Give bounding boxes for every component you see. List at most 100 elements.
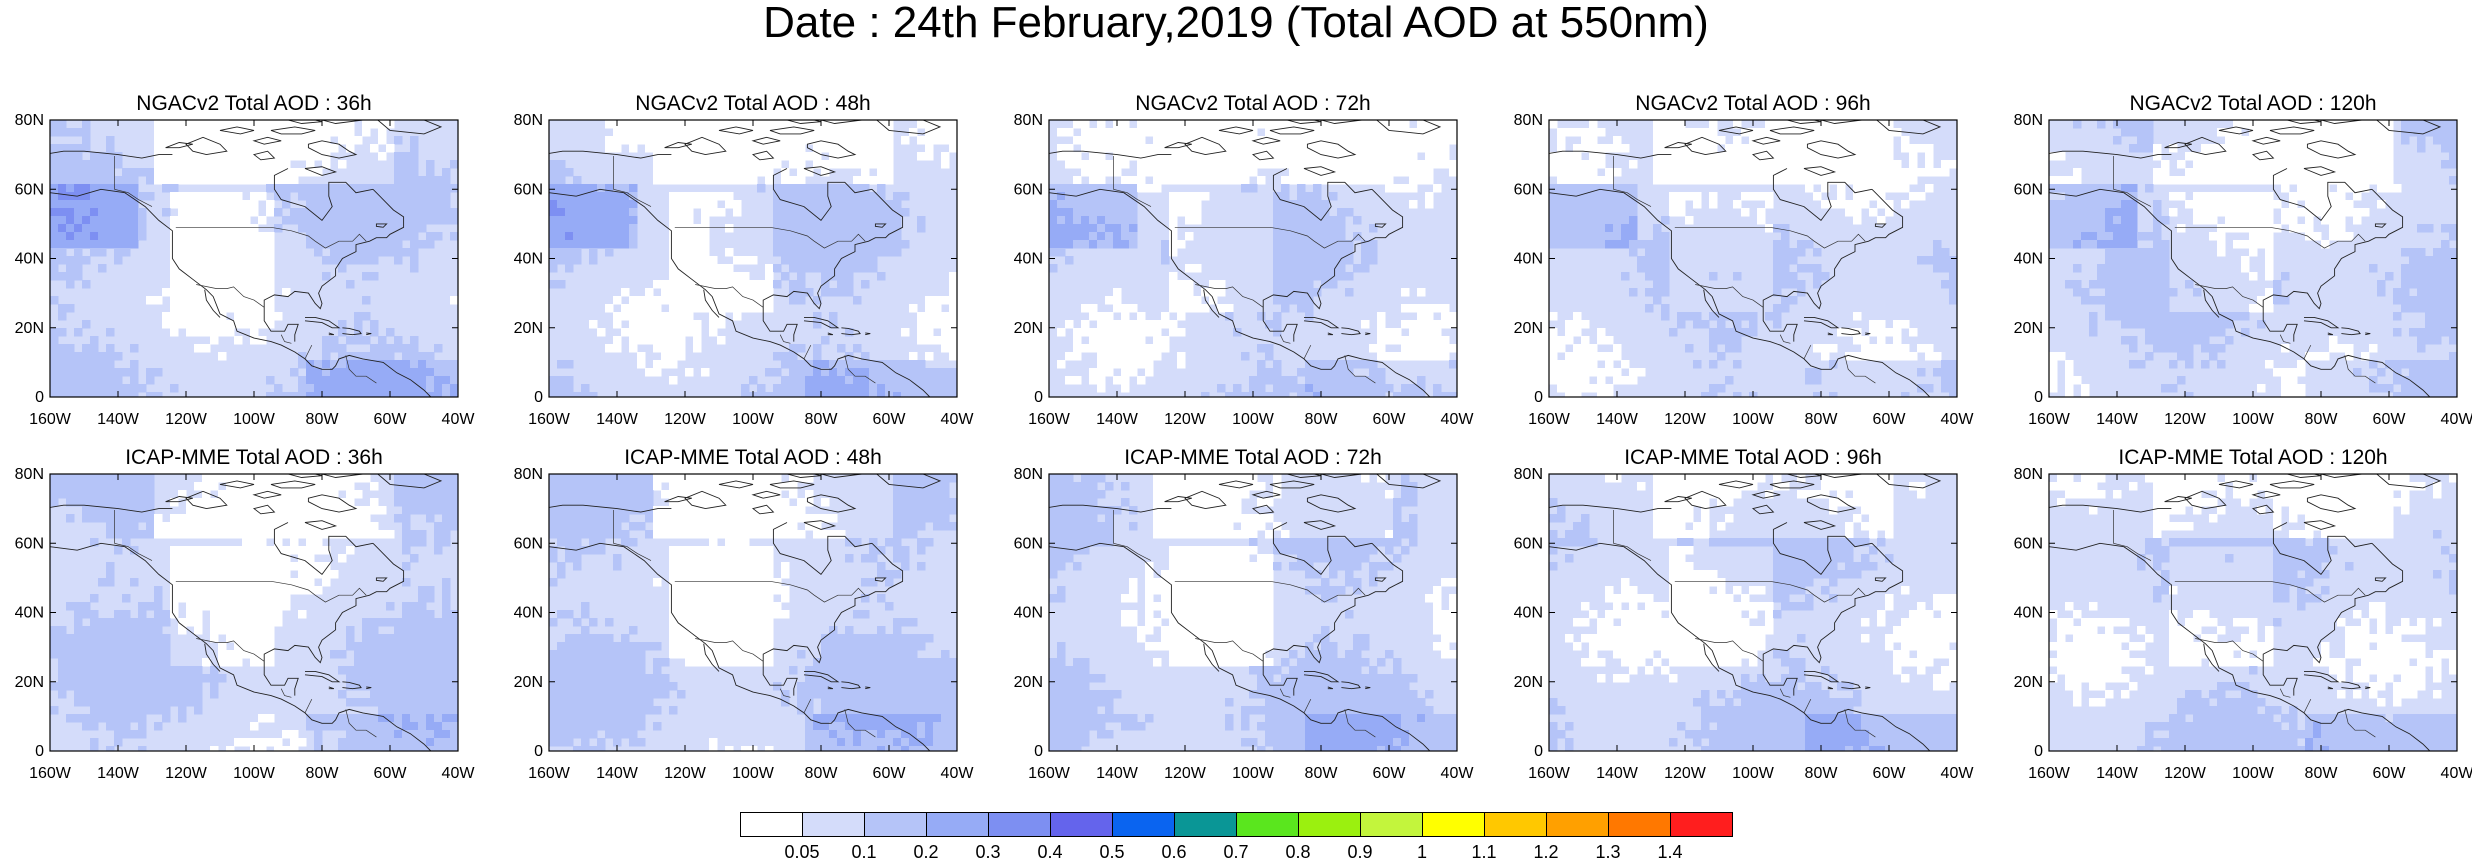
lon-tick-label: 160W — [1028, 765, 1071, 782]
colorbar-label: 1.3 — [1595, 842, 1620, 862]
colorbar-box — [927, 813, 989, 837]
lat-tick-label: 40N — [1014, 251, 1043, 268]
lon-tick-label: 160W — [528, 411, 571, 428]
lon-tick-label: 100W — [1232, 411, 1275, 428]
lon-tick-label: 40W — [1441, 765, 1475, 782]
aod-field — [2049, 120, 2458, 401]
lat-tick-label: 60N — [15, 535, 44, 552]
colorbar-label: 1.1 — [1471, 842, 1496, 862]
lon-tick-label: 140W — [596, 765, 639, 782]
lat-tick-label: 80N — [1514, 466, 1543, 483]
lon-tick-label: 140W — [1596, 765, 1639, 782]
lon-tick-label: 80W — [2305, 411, 2339, 428]
lon-tick-label: 40W — [2441, 765, 2472, 782]
lon-tick-label: 140W — [1096, 765, 1139, 782]
lon-tick-label: 80W — [1305, 411, 1339, 428]
lat-tick-label: 80N — [514, 466, 543, 483]
lon-tick-label: 160W — [29, 765, 72, 782]
lon-tick-label: 80W — [306, 411, 340, 428]
lon-tick-label: 80W — [306, 765, 340, 782]
lat-tick-label: 60N — [15, 181, 44, 198]
lat-tick-label: 40N — [15, 605, 44, 622]
lat-tick-label: 20N — [1014, 674, 1043, 691]
lon-tick-label: 140W — [2096, 411, 2139, 428]
lat-tick-label: 0 — [2034, 743, 2043, 760]
colorbar-label: 0.3 — [975, 842, 1000, 862]
lon-tick-label: 100W — [1232, 765, 1275, 782]
lat-tick-label: 60N — [2014, 181, 2043, 198]
lon-tick-label: 140W — [1596, 411, 1639, 428]
lat-tick-label: 20N — [514, 674, 543, 691]
aod-field — [549, 120, 958, 401]
lon-tick-label: 40W — [941, 765, 975, 782]
lat-tick-label: 80N — [514, 112, 543, 129]
lon-tick-label: 40W — [941, 411, 975, 428]
lon-tick-label: 140W — [97, 765, 140, 782]
colorbar-box — [865, 813, 927, 837]
lon-tick-label: 140W — [596, 411, 639, 428]
lon-tick-label: 140W — [1096, 411, 1139, 428]
colorbar-box — [1113, 813, 1175, 837]
aod-field — [1049, 120, 1458, 401]
lon-tick-label: 60W — [374, 411, 408, 428]
colorbar-box — [1423, 813, 1485, 837]
colorbar-box — [1175, 813, 1237, 837]
aod-field — [1549, 120, 1958, 401]
lon-tick-label: 120W — [1664, 765, 1707, 782]
lon-tick-label: 60W — [1873, 411, 1907, 428]
lon-tick-label: 100W — [1732, 411, 1775, 428]
lon-tick-label: 140W — [97, 411, 140, 428]
lat-tick-label: 80N — [15, 112, 44, 129]
colorbar-label: 0.1 — [851, 842, 876, 862]
lat-tick-label: 20N — [514, 320, 543, 337]
lon-tick-label: 160W — [1028, 411, 1071, 428]
lon-tick-label: 60W — [873, 765, 907, 782]
lat-tick-label: 20N — [2014, 320, 2043, 337]
lon-tick-label: 80W — [2305, 765, 2339, 782]
lat-tick-label: 0 — [534, 743, 543, 760]
lon-tick-label: 160W — [2028, 765, 2071, 782]
lat-tick-label: 20N — [1514, 674, 1543, 691]
lat-tick-label: 80N — [2014, 466, 2043, 483]
lon-tick-label: 80W — [1305, 765, 1339, 782]
lon-tick-label: 120W — [1164, 411, 1207, 428]
lat-tick-label: 40N — [1514, 251, 1543, 268]
lat-tick-label: 20N — [2014, 674, 2043, 691]
colorbar-box — [1547, 813, 1609, 837]
lat-tick-label: 80N — [1014, 466, 1043, 483]
lon-tick-label: 40W — [2441, 411, 2472, 428]
lat-tick-label: 40N — [514, 605, 543, 622]
aod-field — [50, 474, 459, 755]
aod-field — [50, 120, 459, 401]
lat-tick-label: 0 — [35, 743, 44, 760]
lat-tick-label: 0 — [1034, 743, 1043, 760]
lat-tick-label: 20N — [15, 320, 44, 337]
lat-tick-label: 0 — [1534, 389, 1543, 406]
colorbar-label: 0.4 — [1037, 842, 1062, 862]
lat-tick-label: 80N — [1014, 112, 1043, 129]
lat-tick-label: 60N — [1514, 181, 1543, 198]
lon-tick-label: 60W — [1373, 411, 1407, 428]
lon-tick-label: 120W — [165, 765, 208, 782]
lat-tick-label: 40N — [15, 251, 44, 268]
lon-tick-label: 100W — [2232, 411, 2275, 428]
colorbar-box — [1671, 813, 1733, 837]
lon-tick-label: 40W — [1441, 411, 1475, 428]
lon-tick-label: 60W — [374, 765, 408, 782]
